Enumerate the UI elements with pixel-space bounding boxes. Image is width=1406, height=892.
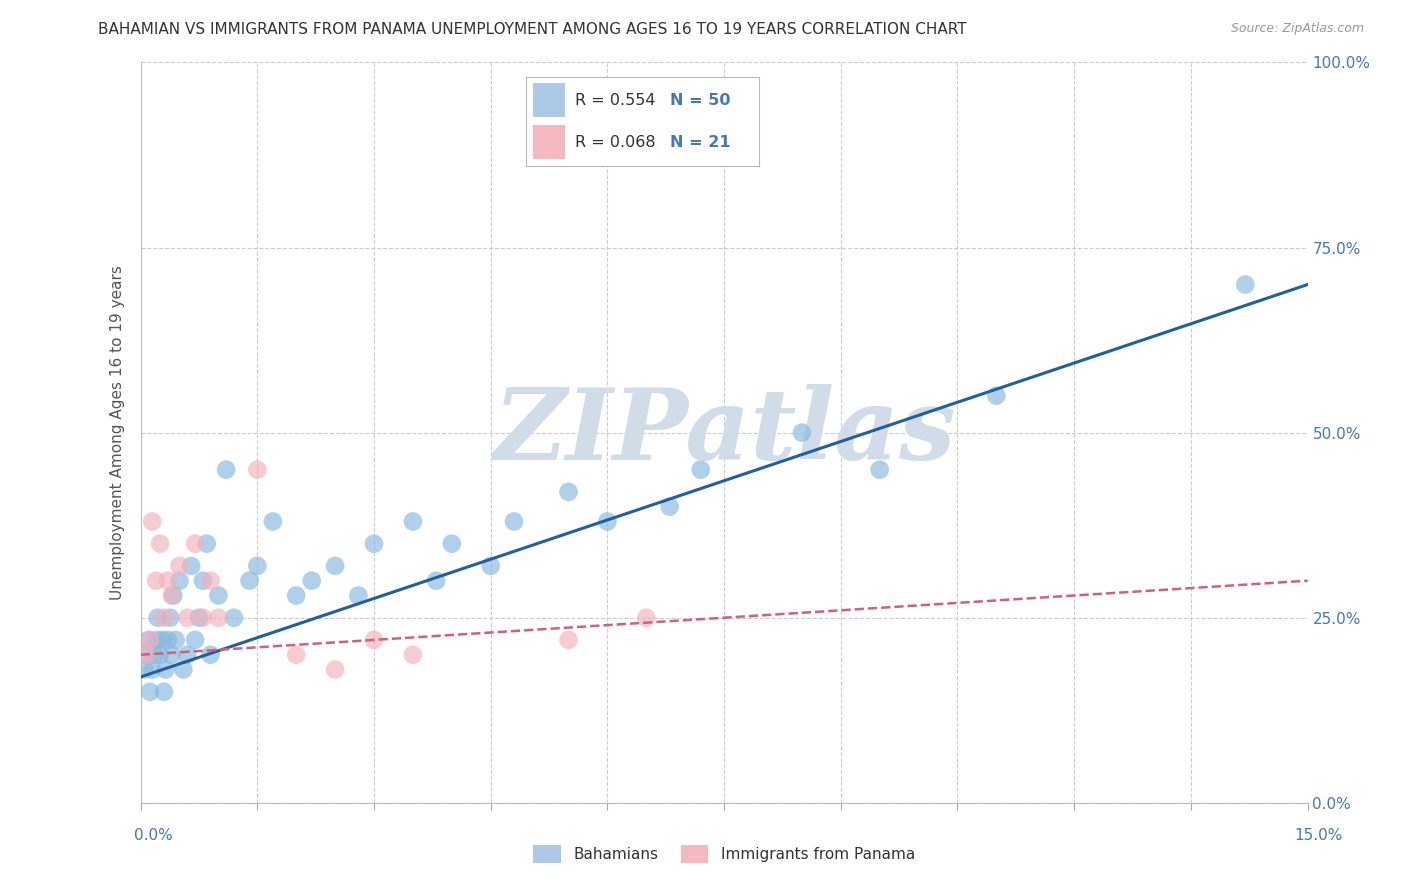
Point — [207, 589, 229, 603]
Point — [184, 632, 207, 647]
Point — [150, 632, 173, 647]
Point — [160, 589, 183, 603]
Text: 15.0%: 15.0% — [1295, 828, 1343, 843]
Point — [323, 663, 346, 677]
Point — [557, 632, 579, 647]
Legend: Bahamians, Immigrants from Panama: Bahamians, Immigrants from Panama — [527, 839, 921, 869]
Point — [165, 632, 187, 647]
Point — [145, 574, 167, 588]
Point — [195, 536, 218, 550]
Point — [285, 648, 308, 662]
Point — [176, 610, 198, 624]
Point — [425, 574, 447, 588]
Point — [160, 648, 183, 662]
Point — [986, 388, 1008, 402]
Point — [146, 610, 169, 624]
Point — [503, 515, 526, 529]
Point — [323, 558, 346, 573]
Point — [143, 648, 166, 662]
Point — [153, 610, 176, 624]
Point — [363, 536, 385, 550]
Point — [139, 685, 162, 699]
Text: 0.0%: 0.0% — [134, 828, 173, 843]
Point — [285, 589, 308, 603]
Point — [188, 610, 211, 624]
Point — [138, 632, 160, 647]
Point — [156, 574, 179, 588]
Point — [790, 425, 813, 440]
Text: ZIPatlas: ZIPatlas — [494, 384, 955, 481]
Point — [145, 632, 167, 647]
Point — [262, 515, 284, 529]
Point — [176, 648, 198, 662]
Point — [135, 648, 157, 662]
Point — [347, 589, 370, 603]
Point — [200, 648, 222, 662]
Point — [689, 462, 711, 476]
Point — [180, 558, 202, 573]
Point — [191, 574, 214, 588]
Point — [301, 574, 323, 588]
Point — [169, 558, 191, 573]
Point — [200, 574, 222, 588]
Point — [141, 515, 163, 529]
Point — [139, 632, 162, 647]
Point — [155, 663, 177, 677]
Point — [156, 632, 179, 647]
Point — [1234, 277, 1257, 292]
Point — [658, 500, 681, 514]
Point — [557, 484, 579, 499]
Text: Source: ZipAtlas.com: Source: ZipAtlas.com — [1230, 22, 1364, 36]
Point — [246, 558, 269, 573]
Point — [149, 536, 172, 550]
Point — [246, 462, 269, 476]
Text: BAHAMIAN VS IMMIGRANTS FROM PANAMA UNEMPLOYMENT AMONG AGES 16 TO 19 YEARS CORREL: BAHAMIAN VS IMMIGRANTS FROM PANAMA UNEMP… — [98, 22, 967, 37]
Point — [479, 558, 502, 573]
Point — [162, 589, 184, 603]
Point — [184, 536, 207, 550]
Point — [402, 648, 425, 662]
Point — [134, 663, 156, 677]
Point — [636, 610, 658, 624]
Point — [402, 515, 425, 529]
Point — [159, 610, 181, 624]
Point — [207, 610, 229, 624]
Point — [169, 574, 191, 588]
Point — [135, 648, 157, 662]
Point — [149, 648, 172, 662]
Point — [222, 610, 245, 624]
Point — [141, 663, 163, 677]
Point — [238, 574, 260, 588]
Point — [363, 632, 385, 647]
Point — [440, 536, 463, 550]
Point — [215, 462, 238, 476]
Point — [191, 610, 214, 624]
Point — [172, 663, 194, 677]
Point — [869, 462, 891, 476]
Point — [596, 515, 619, 529]
Y-axis label: Unemployment Among Ages 16 to 19 years: Unemployment Among Ages 16 to 19 years — [110, 265, 125, 600]
Point — [153, 685, 176, 699]
